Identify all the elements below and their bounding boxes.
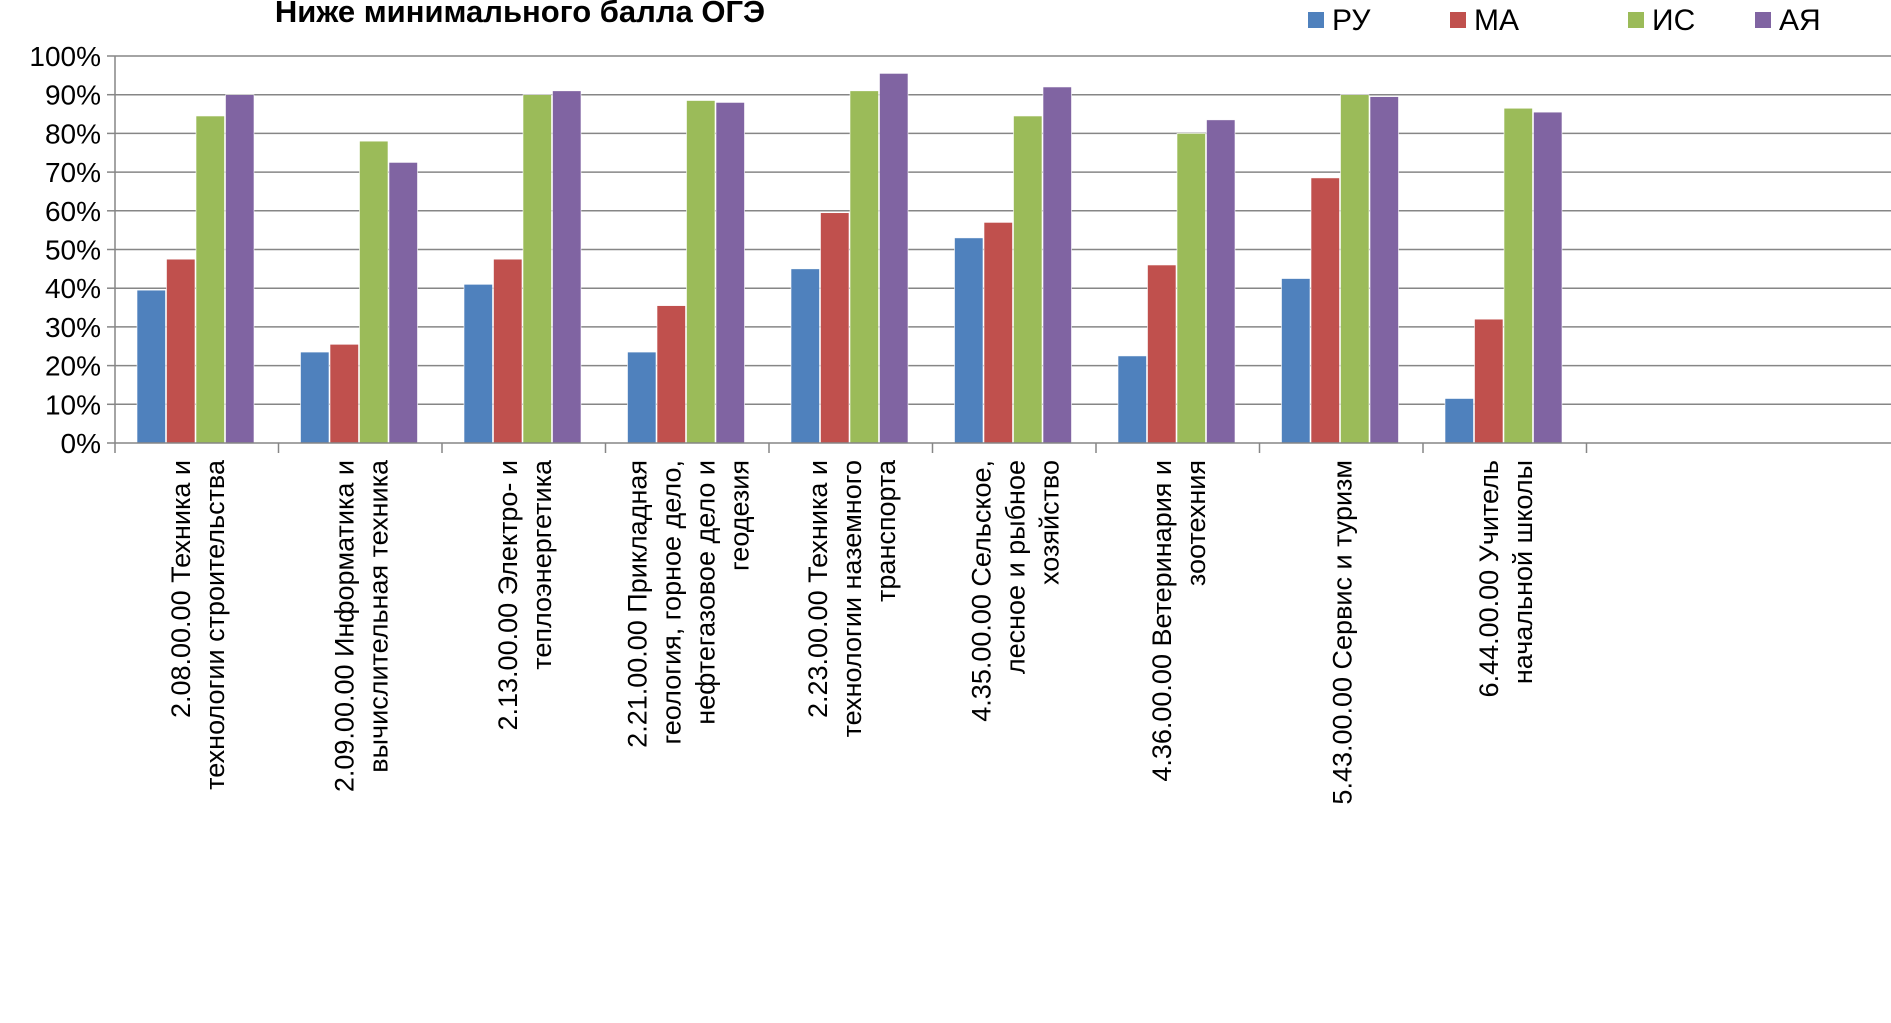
bar-ИС-9 bbox=[1503, 107, 1533, 444]
category-label-line: 6.44.00.00 Учитель bbox=[1474, 460, 1504, 697]
category-label-line: 4.35.00.00 Сельское, bbox=[966, 460, 996, 722]
legend-label: ИС bbox=[1652, 4, 1695, 37]
category-label-line: геодезия bbox=[724, 460, 754, 571]
y-tick-label: 80% bbox=[45, 118, 101, 149]
legend-item-МА: МА bbox=[1450, 4, 1519, 37]
y-tick-label: 100% bbox=[29, 41, 101, 72]
legend-swatch bbox=[1450, 12, 1466, 28]
bar-МА-3 bbox=[493, 258, 523, 444]
bar-АЯ-7 bbox=[1206, 119, 1236, 444]
category-label-1: 2.08.00.00 Техника и технологии строитель… bbox=[166, 459, 230, 790]
bar-РУ-6 bbox=[954, 237, 984, 444]
bar-МА-9 bbox=[1474, 318, 1504, 444]
bar-МА-1 bbox=[166, 258, 196, 444]
legend: РУ МА ИС АЯ bbox=[1308, 4, 1821, 37]
bar-МА-8 bbox=[1310, 177, 1340, 444]
bar-ИС-8 bbox=[1340, 94, 1370, 444]
category-label-line: 2.09.00.00 Информатика и bbox=[329, 460, 359, 792]
category-label-line: нефтегазовое дело и bbox=[690, 460, 720, 725]
bar-ИС-2 bbox=[359, 140, 389, 444]
bar-РУ-8 bbox=[1281, 278, 1311, 444]
category-label-6: 4.35.00.00 Сельское, лесное и рыбное хозяй… bbox=[966, 460, 1064, 722]
category-label-line: зоотехния bbox=[1181, 460, 1211, 586]
bars bbox=[136, 73, 1563, 444]
bar-МА-5 bbox=[820, 212, 850, 444]
bar-РУ-3 bbox=[463, 284, 493, 444]
y-tick-label: 60% bbox=[45, 196, 101, 227]
category-label-line: технологии строительства bbox=[200, 459, 230, 790]
legend-label: РУ bbox=[1332, 4, 1371, 37]
category-label-line: начальной школы bbox=[1508, 460, 1538, 684]
bar-МА-2 bbox=[329, 344, 359, 444]
y-tick-label: 30% bbox=[45, 312, 101, 343]
legend-item-РУ: РУ bbox=[1308, 4, 1371, 37]
category-label-line: 2.13.00.00 Электро- и bbox=[493, 460, 523, 731]
bar-ИС-1 bbox=[195, 115, 225, 444]
bar-РУ-7 bbox=[1117, 355, 1147, 444]
category-label-5: 2.23.00.00 Техника и технологии наземного… bbox=[803, 459, 901, 737]
category-label-line: транспорта bbox=[871, 459, 901, 602]
bar-ИС-5 bbox=[849, 90, 879, 444]
bar-ИС-6 bbox=[1013, 115, 1043, 444]
category-labels: 2.08.00.00 Техника и технологии строитель… bbox=[166, 459, 1538, 805]
bar-МА-6 bbox=[983, 222, 1013, 444]
bar-РУ-1 bbox=[136, 289, 166, 444]
y-tick-label: 90% bbox=[45, 80, 101, 111]
bar-АЯ-6 bbox=[1042, 86, 1072, 444]
legend-label: АЯ bbox=[1779, 4, 1821, 37]
bar-АЯ-3 bbox=[552, 90, 582, 444]
category-label-8: 5.43.00.00 Сервис и туризм bbox=[1327, 460, 1357, 805]
bar-МА-4 bbox=[656, 305, 686, 444]
bar-ИС-7 bbox=[1176, 133, 1206, 444]
legend-swatch bbox=[1628, 12, 1644, 28]
legend-swatch bbox=[1755, 12, 1771, 28]
category-label-line: 2.23.00.00 Техника и bbox=[803, 460, 833, 718]
category-label-line: геология, горное дело, bbox=[656, 460, 686, 745]
y-tick-label: 10% bbox=[45, 389, 101, 420]
category-label-line: лесное и рыбное bbox=[1000, 460, 1030, 674]
y-tick-label: 0% bbox=[61, 428, 101, 459]
bar-РУ-9 bbox=[1444, 398, 1474, 444]
category-label-line: хозяйство bbox=[1034, 460, 1064, 585]
category-label-line: 5.43.00.00 Сервис и туризм bbox=[1327, 460, 1357, 805]
bar-ИС-3 bbox=[522, 94, 552, 444]
bar-МА-7 bbox=[1147, 264, 1177, 444]
bar-АЯ-8 bbox=[1369, 96, 1399, 444]
y-tick-label: 50% bbox=[45, 235, 101, 266]
bar-РУ-5 bbox=[790, 268, 820, 444]
category-label-3: 2.13.00.00 Электро- и теплоэнергетика bbox=[493, 459, 557, 730]
category-label-9: 6.44.00.00 Учитель начальной школы bbox=[1474, 460, 1538, 697]
category-label-line: 2.21.00.00 Прикладная bbox=[622, 460, 652, 748]
bar-АЯ-2 bbox=[388, 162, 418, 444]
category-label-line: теплоэнергетика bbox=[527, 459, 557, 670]
bar-АЯ-5 bbox=[879, 73, 909, 444]
category-label-line: технологии наземного bbox=[837, 460, 867, 737]
bar-ИС-4 bbox=[686, 100, 716, 444]
category-label-line: вычислительная техника bbox=[363, 459, 393, 773]
bar-РУ-2 bbox=[300, 351, 330, 444]
legend-label: МА bbox=[1474, 4, 1519, 37]
axes bbox=[107, 55, 1891, 453]
category-label-line: 4.36.00.00 Ветеринария и bbox=[1147, 460, 1177, 782]
y-tick-label: 70% bbox=[45, 157, 101, 188]
legend-swatch bbox=[1308, 12, 1324, 28]
bar-АЯ-1 bbox=[225, 94, 255, 444]
category-label-4: 2.21.00.00 Прикладная геология, горное де… bbox=[622, 460, 754, 748]
category-label-2: 2.09.00.00 Информатика и вычислительная т… bbox=[329, 459, 393, 792]
y-tick-labels: 0% 10% 20% 30% 40% 50% 60% 70% 80% 90% 100% bbox=[29, 41, 101, 459]
chart-title: Ниже минимального балла ОГЭ bbox=[275, 0, 765, 29]
bar-АЯ-9 bbox=[1533, 111, 1563, 444]
bar-РУ-4 bbox=[627, 351, 657, 444]
legend-item-АЯ: АЯ bbox=[1755, 4, 1821, 37]
y-tick-label: 20% bbox=[45, 351, 101, 382]
legend-item-ИС: ИС bbox=[1628, 4, 1695, 37]
category-label-7: 4.36.00.00 Ветеринария и зоотехния bbox=[1147, 460, 1211, 782]
category-label-line: 2.08.00.00 Техника и bbox=[166, 460, 196, 718]
bar-АЯ-4 bbox=[715, 102, 745, 444]
y-tick-label: 40% bbox=[45, 273, 101, 304]
